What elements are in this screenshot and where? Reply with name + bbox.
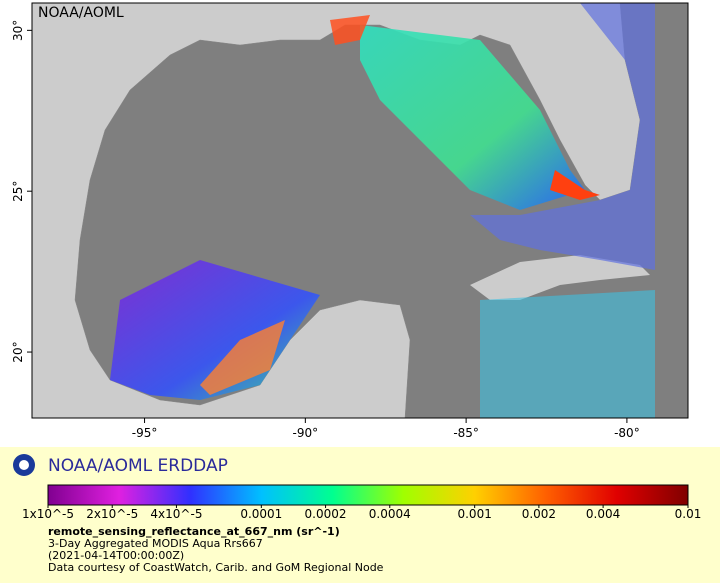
colorbar-tick-label: 0.01 [675, 507, 702, 521]
colorbar-tick-label: 0.0001 [240, 507, 282, 521]
colorbar [47, 484, 689, 506]
colorbar-tick-label: 2x10^-5 [86, 507, 138, 521]
map-frame [31, 2, 689, 419]
colorbar-tick-label: 0.0002 [305, 507, 347, 521]
legend-title: NOAA/AOML ERDDAP [48, 456, 228, 476]
lon-tick-label: -95° [132, 426, 158, 440]
lat-tick-label: 25° [11, 181, 25, 202]
data-swath [550, 170, 600, 200]
noaa-logo [19, 460, 29, 470]
colorbar-tick-label: 0.0004 [369, 507, 411, 521]
caption-variable: remote_sensing_reflectance_at_667_nm (sr… [48, 525, 340, 538]
colorbar-tick-label: 4x10^-5 [150, 507, 202, 521]
colorbar-tick-label: 1x10^-5 [22, 507, 74, 521]
legend-panel [0, 447, 720, 583]
lon-tick-label: -90° [293, 426, 319, 440]
caption-time: (2021-04-14T00:00:00Z) [48, 549, 184, 562]
data-swath [360, 25, 585, 210]
land [31, 2, 641, 419]
colorbar-tick-label: 0.002 [522, 507, 556, 521]
lon-tick-label: -80° [614, 426, 640, 440]
colorbar-tick-label: 0.004 [586, 507, 620, 521]
cuba [470, 255, 650, 300]
lon-tick-label: -85° [453, 426, 479, 440]
caption-credit: Data courtesy of CoastWatch, Carib. and … [48, 561, 384, 574]
data-swath [480, 290, 655, 418]
watermark: NOAA/AOML [38, 5, 124, 21]
lat-tick-label: 20° [11, 341, 25, 362]
lat-tick-label: 30° [11, 20, 25, 41]
colorbar-tick-label: 0.001 [457, 507, 491, 521]
data-swath [200, 320, 285, 395]
caption-dataset: 3-Day Aggregated MODIS Aqua Rrs667 [48, 537, 263, 550]
data-swath [330, 15, 370, 45]
data-swath [470, 3, 655, 270]
